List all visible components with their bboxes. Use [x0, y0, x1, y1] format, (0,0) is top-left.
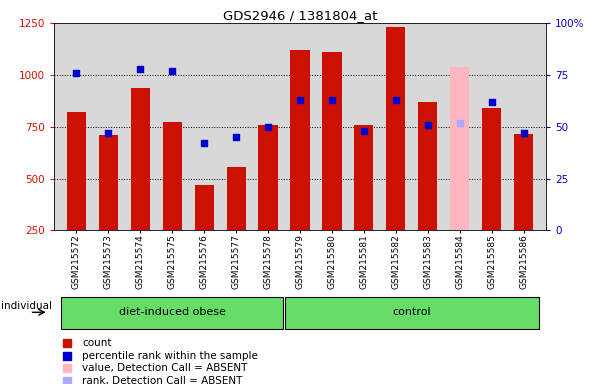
Bar [514, 134, 533, 230]
Point [136, 66, 145, 72]
Point [62, 365, 71, 371]
Point [62, 340, 71, 346]
Point [104, 130, 113, 136]
Point [391, 97, 401, 103]
Point [359, 128, 368, 134]
Bar [99, 135, 118, 230]
Bar [482, 108, 501, 230]
Point [327, 97, 337, 103]
Bar [163, 122, 182, 230]
Point [62, 377, 71, 384]
Point [519, 130, 529, 136]
Bar [386, 27, 406, 230]
Bar [259, 125, 278, 230]
Bar [450, 66, 469, 230]
Text: count: count [82, 338, 112, 348]
Bar [227, 167, 245, 230]
Point [167, 68, 177, 74]
FancyBboxPatch shape [61, 297, 283, 328]
Bar [290, 50, 310, 230]
Text: control: control [392, 307, 431, 317]
Text: diet-induced obese: diet-induced obese [119, 307, 226, 317]
Bar [322, 52, 341, 230]
FancyBboxPatch shape [284, 297, 539, 328]
Point [455, 119, 464, 126]
Bar [355, 125, 373, 230]
Text: percentile rank within the sample: percentile rank within the sample [82, 351, 258, 361]
Bar [418, 102, 437, 230]
Point [487, 99, 496, 105]
Bar [67, 112, 86, 230]
Point [295, 97, 305, 103]
Text: value, Detection Call = ABSENT: value, Detection Call = ABSENT [82, 363, 247, 373]
Point [62, 353, 71, 359]
Point [199, 140, 209, 146]
Point [263, 124, 273, 130]
Bar [131, 88, 150, 230]
Text: rank, Detection Call = ABSENT: rank, Detection Call = ABSENT [82, 376, 242, 384]
Point [71, 70, 81, 76]
Title: GDS2946 / 1381804_at: GDS2946 / 1381804_at [223, 9, 377, 22]
Point [423, 122, 433, 128]
Point [232, 134, 241, 140]
Bar [194, 185, 214, 230]
Text: individual: individual [1, 301, 52, 311]
